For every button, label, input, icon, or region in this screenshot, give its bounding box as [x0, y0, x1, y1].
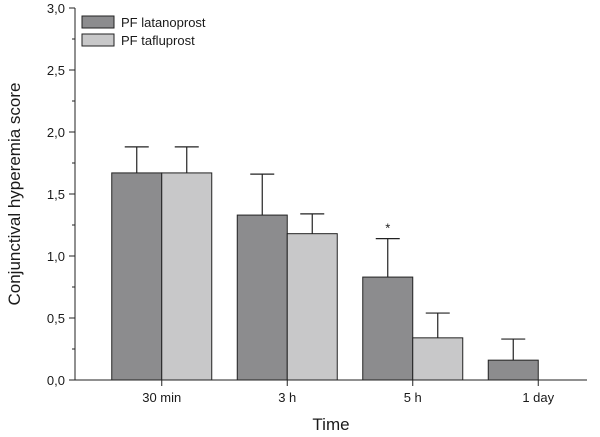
error-bar-tafluprost-0	[174, 146, 199, 173]
legend-item-1: PF tafluprost	[81, 33, 195, 48]
annotations-layer: *	[385, 221, 390, 236]
legend-item-0: PF latanoprost	[81, 15, 206, 30]
error-bar-tafluprost-1	[300, 213, 325, 234]
y-tick-label-6: 3,0	[47, 1, 65, 16]
y-tick-label-1: 0,5	[47, 311, 65, 326]
y-tick-label-2: 1,0	[47, 249, 65, 264]
legend-swatch-0	[81, 15, 115, 29]
bar-latanoprost-1	[236, 214, 288, 381]
legend-swatch-1	[81, 33, 115, 47]
bar-tafluprost-1	[286, 233, 338, 381]
legend: PF latanoprost PF tafluprost	[81, 15, 206, 48]
error-bar-tafluprost-2	[425, 312, 450, 338]
ticks-layer: 0,0 0,5 1,0 1,5 2,0 2,5 3,0 30 min 3 h 5 h 1 day	[47, 1, 555, 405]
x-axis-title: Time	[312, 415, 349, 434]
x-tick-label-1: 3 h	[278, 390, 296, 405]
legend-label-0: PF latanoprost	[121, 15, 206, 30]
error-bar-latanoprost-2	[375, 238, 400, 278]
error-bars-layer	[124, 146, 526, 361]
significance-marker-0: *	[385, 221, 390, 236]
y-tick-label-0: 0,0	[47, 373, 65, 388]
error-bar-latanoprost-1	[250, 173, 275, 216]
bars-layer	[111, 172, 539, 381]
x-tick-label-2: 5 h	[404, 390, 422, 405]
bar-latanoprost-3	[487, 359, 539, 381]
y-tick-label-5: 2,5	[47, 63, 65, 78]
y-axis-title: Conjunctival hyperemia score	[5, 83, 24, 306]
legend-label-1: PF tafluprost	[121, 33, 195, 48]
y-tick-label-4: 2,0	[47, 125, 65, 140]
bar-tafluprost-0	[161, 172, 213, 381]
bar-tafluprost-2	[412, 337, 464, 381]
bar-latanoprost-2	[362, 276, 414, 381]
error-bar-latanoprost-3	[501, 338, 526, 361]
x-tick-label-3: 1 day	[522, 390, 554, 405]
bar-latanoprost-0	[111, 172, 163, 381]
error-bar-latanoprost-0	[124, 146, 149, 173]
y-tick-label-3: 1,5	[47, 187, 65, 202]
x-tick-label-0: 30 min	[142, 390, 181, 405]
